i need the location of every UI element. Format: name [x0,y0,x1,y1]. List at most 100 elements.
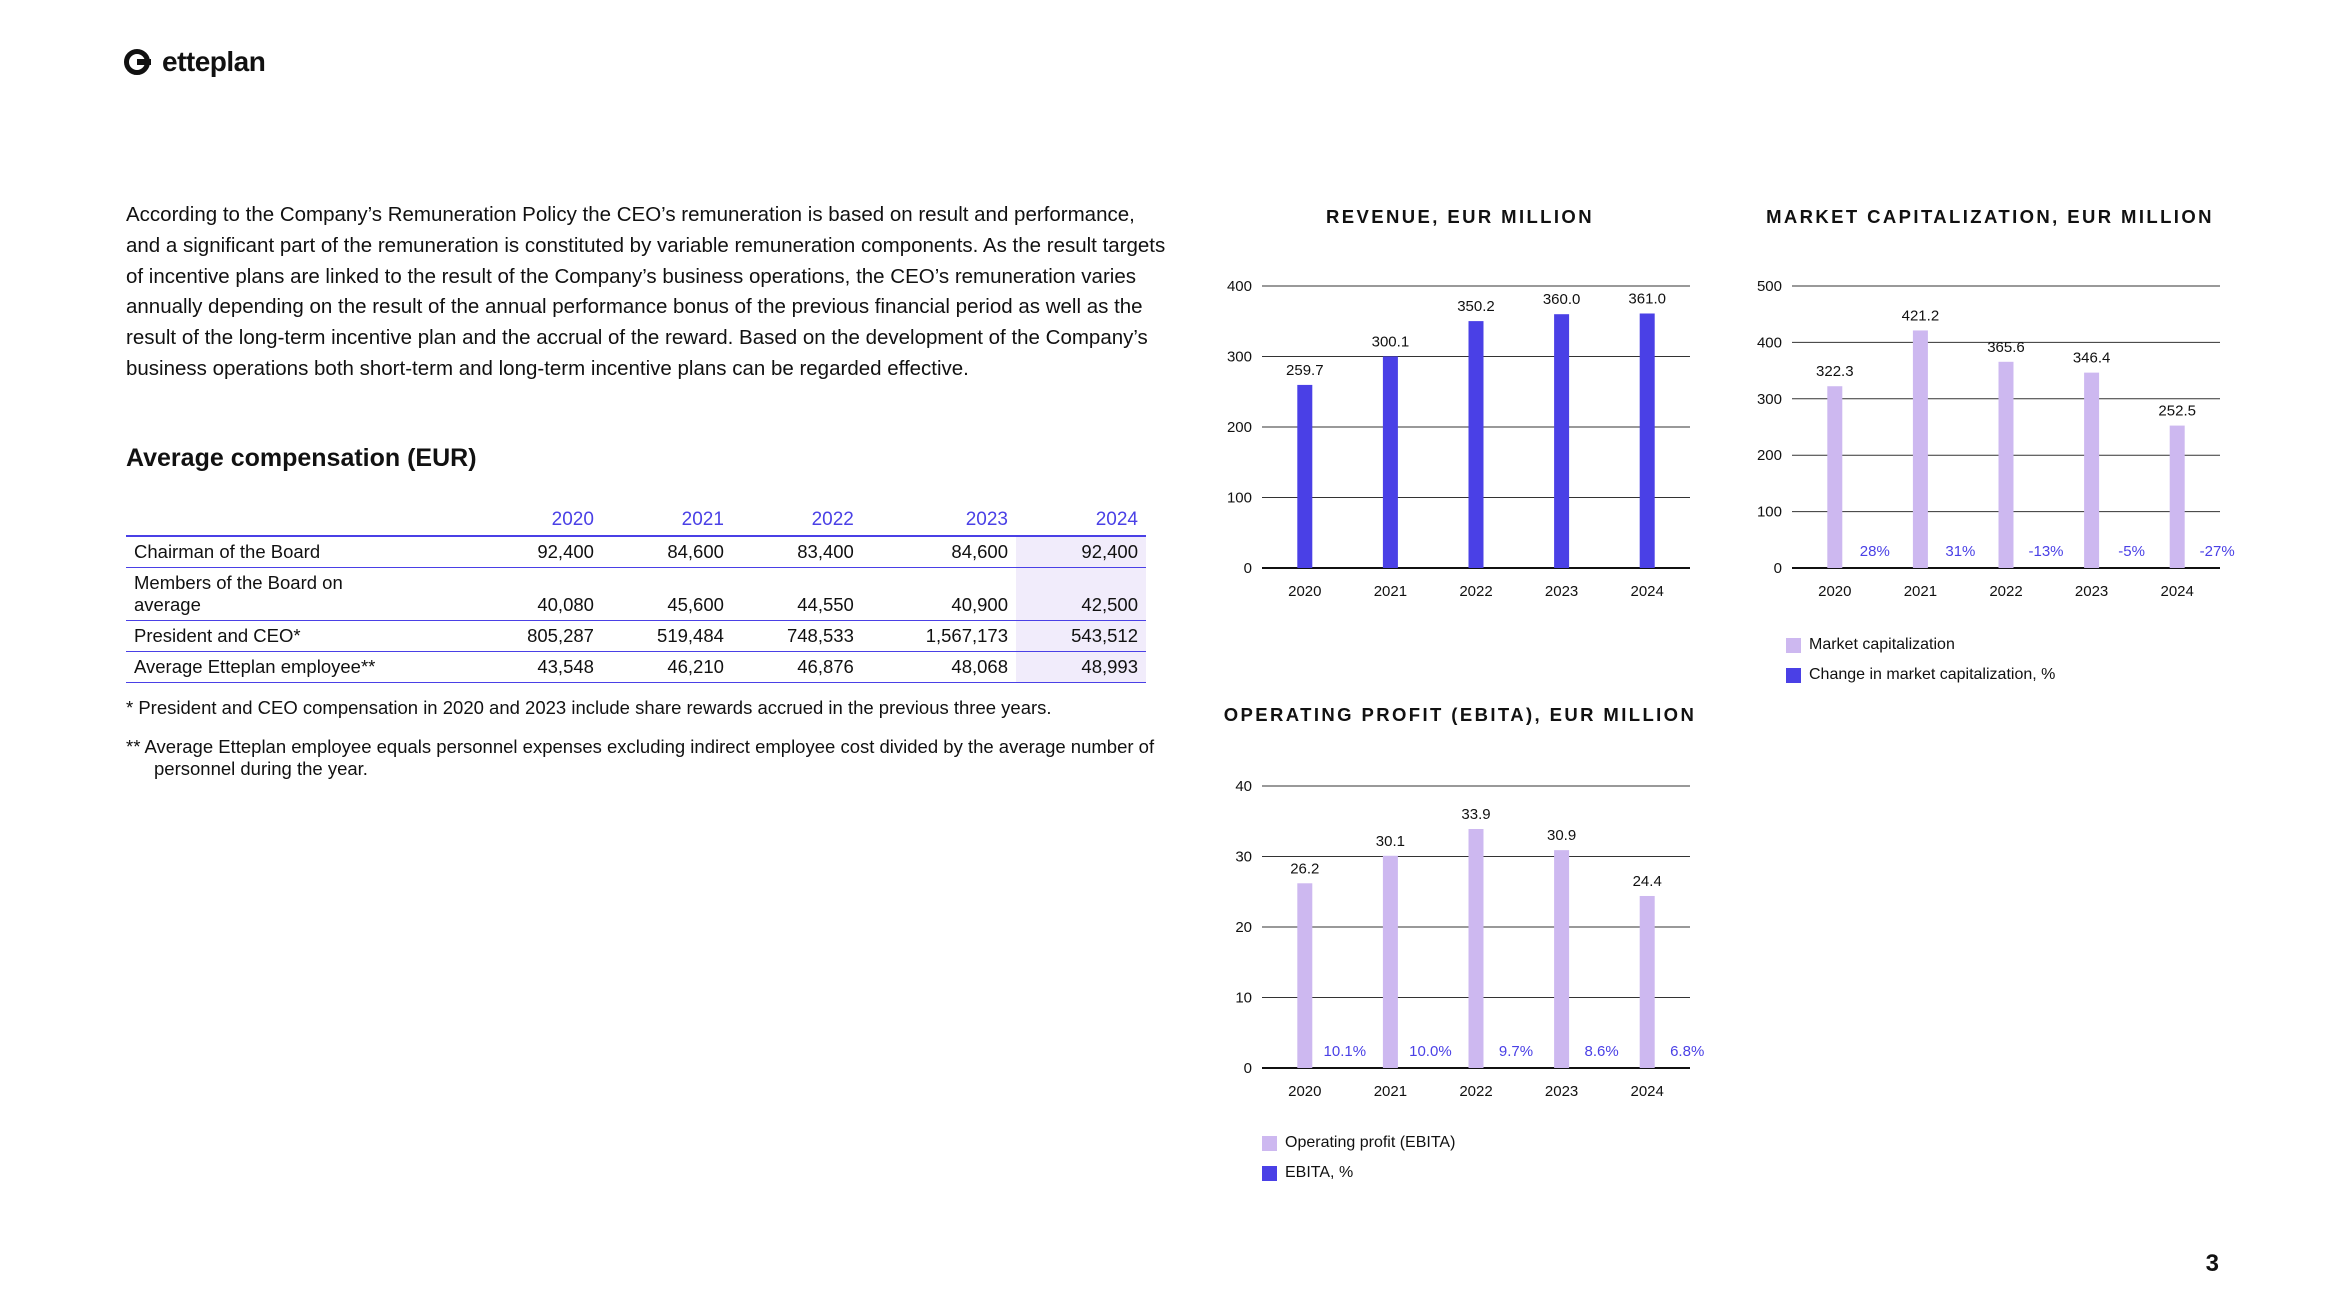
percent-label: 6.8% [1670,1043,1704,1060]
legend-item: Market capitalization [1786,630,2055,660]
y-tick-label: 0 [1774,560,1782,577]
bar [1468,321,1484,568]
y-tick-label: 400 [1757,334,1782,351]
table-cell: 46,876 [731,651,862,683]
table-header-year: 2021 [601,505,732,537]
table-cell: 48,993 [1016,651,1146,683]
data-label: 33.9 [1461,806,1490,823]
percent-label: 10.1% [1324,1043,1367,1060]
x-tick-label: 2020 [1288,583,1321,600]
x-tick-label: 2024 [1631,583,1664,600]
table-cell: 92,400 [472,536,602,568]
x-tick-label: 2021 [1374,583,1407,600]
x-tick-label: 2023 [1545,583,1578,600]
bar [1382,855,1398,1068]
table-cell: 543,512 [1016,620,1146,652]
y-tick-label: 40 [1235,778,1252,795]
table-row: Members of the Board on average 40,080 4… [126,567,1146,621]
data-label: 360.0 [1543,291,1581,308]
data-label: 30.9 [1547,827,1576,844]
table-cell: 1,567,173 [861,620,1017,652]
bar [1297,883,1313,1068]
y-tick-label: 200 [1757,447,1782,464]
x-tick-label: 2020 [1818,583,1851,600]
y-tick-label: 300 [1227,349,1252,366]
table-header-year: 2023 [861,505,1017,537]
x-tick-label: 2020 [1288,1083,1321,1100]
intro-paragraph: According to the Company’s Remuneration … [126,203,1166,380]
legend-swatch [1262,1135,1277,1151]
table-header-year: 2020 [472,505,602,537]
table-cell: 46,210 [601,651,732,683]
ebita-chart-title: OPERATING PROFIT (EBITA), EUR MILLION [1223,704,1697,725]
table-cell: 92,400 [1016,536,1146,568]
percent-label: 28% [1860,543,1890,560]
table-cell: 45,600 [601,567,732,621]
x-tick-label: 2022 [1459,583,1492,600]
footnote-mark: ** [126,736,141,757]
page-number: 3 [2205,1250,2219,1277]
data-label: 259.7 [1286,362,1324,379]
table-row: Chairman of the Board 92,400 84,600 83,4… [126,536,1146,568]
legend-swatch [1786,667,1801,683]
table-header-row: 2020 2021 2022 2023 2024 [126,505,1146,537]
table-cell: 40,080 [472,567,602,621]
legend-item: Change in market capitalization, % [1786,660,2055,690]
data-label: 26.2 [1290,860,1319,877]
legend-item: Operating profit (EBITA) [1262,1128,1455,1158]
revenue-chart-title: REVENUE, EUR MILLION [1326,206,1594,227]
bar [2084,372,2100,568]
y-tick-label: 300 [1757,391,1782,408]
y-tick-label: 200 [1227,419,1252,436]
y-tick-label: 30 [1235,849,1252,866]
percent-label: -5% [2118,543,2145,560]
percent-label: 10.0% [1409,1043,1452,1060]
data-label: 300.1 [1372,333,1410,350]
brand-name: etteplan [162,46,266,77]
bar [1912,330,1928,568]
legend-item: EBITA, % [1262,1158,1455,1188]
y-tick-label: 20 [1235,919,1252,936]
x-tick-label: 2024 [2161,583,2194,600]
bar [1382,356,1398,568]
bar [2169,425,2185,568]
revenue-bar-chart: 0 100 200 300 400 259.7 2020 300.1 2021 350.2 2022… [1227,278,1690,600]
table-cell: 44,550 [731,567,862,621]
legend-label: Operating profit (EBITA) [1285,1134,1456,1151]
bar [1297,384,1313,568]
bar [1639,313,1655,568]
bar [1554,314,1570,568]
y-tick-label: 10 [1235,990,1252,1007]
table-header-empty [126,505,472,537]
x-tick-label: 2021 [1374,1083,1407,1100]
data-label: 350.2 [1457,298,1495,315]
data-label: 252.5 [2158,403,2196,420]
y-tick-label: 100 [1227,490,1252,507]
table-row: Average Etteplan employee** 43,548 46,21… [126,651,1146,683]
percent-label: 31% [1945,543,1975,560]
data-label: 30.1 [1376,833,1405,850]
table-cell: 84,600 [861,536,1017,568]
table-cell: 805,287 [472,620,602,652]
x-tick-label: 2024 [1631,1083,1664,1100]
bar [1554,850,1570,1068]
compensation-table: 2020 2021 2022 2023 2024 Chairman of the… [126,505,1146,683]
table-cell: 43,548 [472,651,602,683]
section-title: Average compensation (EUR) [126,444,477,472]
legend-swatch [1262,1165,1277,1181]
ebita-legend: Operating profit (EBITA) EBITA, % [1262,1128,1455,1188]
table-header-year: 2024 [1016,505,1146,537]
bar [1468,829,1484,1068]
footnote-text: President and CEO compensation in 2020 a… [138,697,1052,718]
x-tick-label: 2022 [1459,1083,1492,1100]
market-cap-legend: Market capitalization Change in market c… [1786,630,2055,690]
y-tick-label: 500 [1757,278,1782,295]
row-label: Chairman of the Board [126,536,472,568]
percent-label: 8.6% [1584,1043,1618,1060]
table-cell: 83,400 [731,536,862,568]
brand-logo: etteplan [122,44,266,80]
y-tick-label: 100 [1757,504,1782,521]
x-tick-label: 2023 [2075,583,2108,600]
percent-label: 9.7% [1499,1043,1533,1060]
legend-label: EBITA, % [1285,1164,1354,1181]
